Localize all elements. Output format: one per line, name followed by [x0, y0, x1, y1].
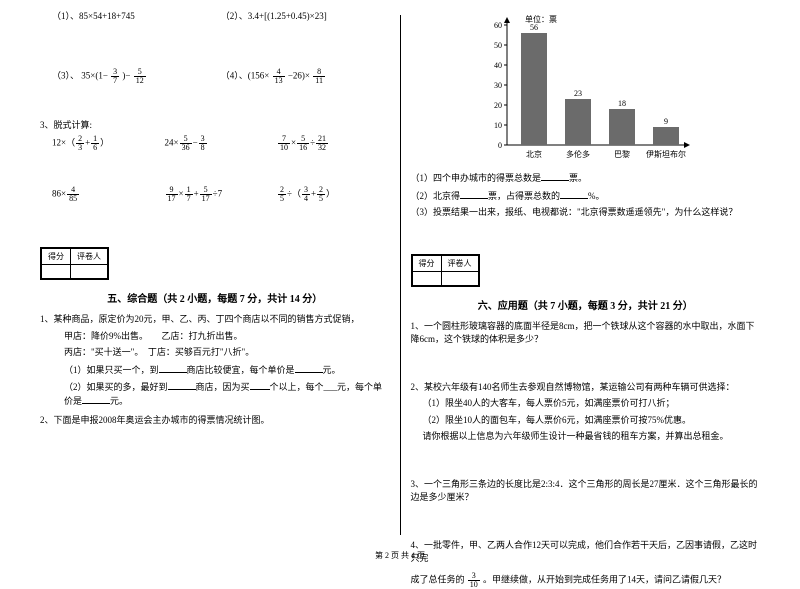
- calc-2a: 86×485: [52, 186, 165, 203]
- vote-chart: 单位：票010203040506056北京23多伦多18巴黎9伊斯坦布尔: [475, 10, 695, 165]
- grader-blank: [71, 265, 108, 279]
- page-footer: 第 2 页 共 4 页: [0, 550, 800, 561]
- app-q1: 1、一个圆柱形玻璃容器的底面半径是8cm，把一个铁球从这个容器的水中取出，水面下…: [411, 320, 761, 347]
- p1-line1: 1、某种商品，原定价为20元，甲、乙、丙、丁四个商店以不同的销售方式促销，: [40, 313, 390, 326]
- fraction: 413: [273, 68, 285, 85]
- calc-row-1: 12×（23+16） 24×536−38 710×516÷2132: [40, 135, 390, 152]
- score-header: 得分: [412, 255, 441, 271]
- svg-text:56: 56: [530, 23, 538, 32]
- text: （4）、(156×: [221, 70, 270, 80]
- svg-text:多伦多: 多伦多: [566, 149, 590, 159]
- fraction: 37: [111, 68, 119, 85]
- text: （3）、 35×(1−: [52, 70, 108, 80]
- p1-line2: 甲店：降价9%出售。 乙店：打九折出售。: [40, 330, 390, 343]
- calc-2c: 25÷（34+25）: [277, 186, 390, 203]
- app-q3: 3、一个三角形三条边的长度比是2:3:4．这个三角形的周长是27厘米．这个三角形…: [411, 478, 761, 505]
- calc-2b: 917×17+517÷7: [165, 186, 278, 203]
- svg-text:巴黎: 巴黎: [614, 149, 630, 159]
- grader-header: 评卷人: [441, 255, 478, 271]
- calc-row-2: 86×485 917×17+517÷7 25÷（34+25）: [40, 186, 390, 203]
- svg-text:10: 10: [494, 121, 502, 130]
- right-column: 单位：票010203040506056北京23多伦多18巴黎9伊斯坦布尔 （1）…: [401, 10, 771, 540]
- chart-q1: （1）四个申办城市的得票总数是票。: [411, 171, 761, 185]
- svg-text:20: 20: [494, 101, 502, 110]
- score-blank: [412, 271, 441, 285]
- score-table-right: 得分评卷人: [411, 254, 480, 287]
- grader-header: 评卷人: [71, 249, 108, 265]
- app-q2-l3: （2）限坐10人的面包车，每人票价6元，如满座票价可按75%优惠。: [411, 414, 761, 427]
- problem-1-3: （3）、 35×(1− 37 )− 512: [40, 68, 221, 85]
- section-5-title: 五、综合题（共 2 小题，每题 7 分，共计 14 分）: [40, 290, 390, 305]
- score-table-left: 得分评卷人: [40, 247, 109, 280]
- calc-1b: 24×536−38: [165, 135, 278, 152]
- app-q2-l1: 2、某校六年级有140名师生去参观自然博物馆，某运输公司有两种车辆可供选择：: [411, 381, 761, 394]
- fraction: 310: [468, 572, 480, 589]
- svg-text:23: 23: [574, 89, 582, 98]
- svg-text:40: 40: [494, 61, 502, 70]
- app-q4-l2: 成了总任务的 310 。甲继续做，从开始到完成任务用了14天，请问乙请假几天？: [411, 572, 761, 589]
- problem-1-4: （4）、(156× 413 −26)× 811: [221, 68, 390, 85]
- bar-chart-svg: 单位：票010203040506056北京23多伦多18巴黎9伊斯坦布尔: [475, 10, 695, 165]
- p1-line5: （2）如果买的多，最好到商店，因为买个以上，每个___元，每个单价是元。: [40, 380, 390, 407]
- q3-title: 3、脱式计算:: [40, 119, 390, 132]
- p1-line3: 丙店："买十送一"。 丁店：买够百元打"八折"。: [40, 346, 390, 359]
- svg-text:30: 30: [494, 81, 502, 90]
- grader-blank: [441, 271, 478, 285]
- svg-text:9: 9: [664, 117, 668, 126]
- fraction: 811: [313, 68, 325, 85]
- section-6-title: 六、应用题（共 7 小题，每题 3 分，共计 21 分）: [411, 297, 761, 312]
- text: )−: [122, 70, 130, 80]
- svg-text:18: 18: [618, 99, 626, 108]
- svg-text:0: 0: [498, 141, 502, 150]
- svg-text:伊斯坦布尔: 伊斯坦布尔: [646, 149, 686, 159]
- chart-q2: （2）北京得票，占得票总数的%。: [411, 189, 761, 203]
- calc-1a: 12×（23+16）: [52, 135, 165, 152]
- score-header: 得分: [42, 249, 71, 265]
- svg-text:60: 60: [494, 21, 502, 30]
- text: −26)×: [288, 70, 310, 80]
- chart-q3: （3）投票结果一出来，报纸、电视都说："北京得票数遥遥领先"，为什么这样说？: [411, 206, 761, 220]
- score-blank: [42, 265, 71, 279]
- problem-row-1: （1）、85×54+18+745 （2）、3.4+[(1.25+0.45)×23…: [40, 10, 390, 24]
- fraction: 512: [134, 68, 146, 85]
- page-container: （1）、85×54+18+745 （2）、3.4+[(1.25+0.45)×23…: [0, 0, 800, 540]
- p2-line: 2、下面是申报2008年奥运会主办城市的得票情况统计图。: [40, 414, 390, 427]
- svg-text:50: 50: [494, 41, 502, 50]
- problem-row-2: （3）、 35×(1− 37 )− 512 （4）、(156× 413 −26)…: [40, 68, 390, 85]
- calc-1c: 710×516÷2132: [277, 135, 390, 152]
- app-q2-l4: 请你根据以上信息为六年级师生设计一种最省钱的租车方案，并算出总租金。: [411, 430, 761, 444]
- problem-1-1: （1）、85×54+18+745: [40, 10, 221, 24]
- svg-text:北京: 北京: [526, 149, 542, 159]
- p1-line4: （1）如果只买一个，到商店比较便宜，每个单价是元。: [40, 363, 390, 377]
- left-column: （1）、85×54+18+745 （2）、3.4+[(1.25+0.45)×23…: [30, 10, 400, 540]
- app-q2-l2: （1）限坐40人的大客车，每人票价5元，如满座票价可打八折；: [411, 397, 761, 410]
- problem-1-2: （2）、3.4+[(1.25+0.45)×23]: [221, 10, 390, 24]
